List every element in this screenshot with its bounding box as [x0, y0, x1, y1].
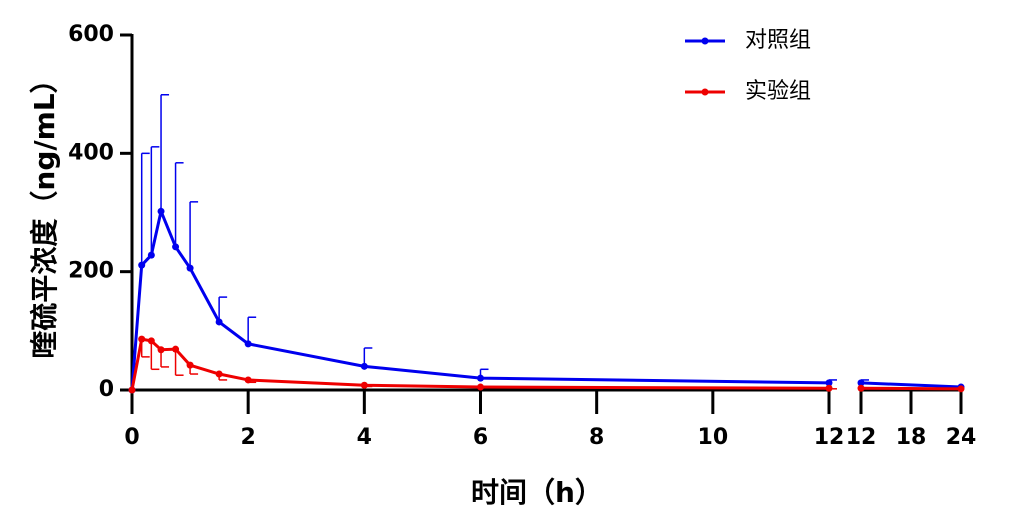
x-tick-label: 18 — [896, 425, 927, 450]
data-point — [215, 318, 223, 326]
x-tick-label: 8 — [589, 425, 604, 450]
y-tick-label: 600 — [68, 22, 114, 47]
error-bar — [140, 152, 150, 266]
x-axis-title: 时间（h） — [471, 476, 603, 509]
data-point — [477, 383, 484, 391]
y-tick-label: 0 — [99, 377, 114, 402]
data-point — [147, 337, 155, 345]
legend-label: 实验组 — [745, 79, 811, 104]
x-tick-label: 12 — [846, 425, 877, 450]
data-point — [186, 264, 194, 272]
x-tick-label: 2 — [241, 425, 256, 450]
error-bar — [189, 201, 199, 269]
data-point — [157, 346, 165, 354]
y-axis-title: 喹硫平浓度（ng/mL） — [28, 65, 61, 358]
error-bar — [247, 316, 257, 344]
data-point — [477, 374, 484, 382]
error-bar — [174, 349, 184, 376]
error-bar — [160, 94, 170, 212]
series-line — [860, 381, 962, 389]
data-point — [215, 370, 223, 378]
data-point — [957, 385, 965, 393]
data-point — [172, 243, 180, 251]
data-point — [157, 207, 165, 215]
y-tick-label: 200 — [68, 259, 114, 284]
data-point — [825, 379, 833, 387]
x-tick-label: 12 — [814, 425, 845, 450]
x-tick-label: 10 — [698, 425, 729, 450]
error-bar — [150, 146, 160, 256]
data-point — [128, 386, 136, 394]
data-point — [825, 384, 833, 392]
data-point — [147, 251, 155, 259]
x-tick-label: 0 — [124, 425, 139, 450]
x-tick-label: 4 — [357, 425, 372, 450]
data-point — [244, 340, 252, 348]
data-point — [186, 361, 194, 369]
data-point — [360, 381, 368, 389]
error-bar — [174, 162, 184, 247]
legend-marker — [701, 88, 709, 96]
data-point — [244, 376, 252, 384]
x-tick-label: 24 — [946, 425, 977, 450]
x-tick-label: 6 — [473, 425, 488, 450]
series-line — [130, 206, 830, 391]
legend-label: 对照组 — [745, 28, 811, 53]
data-point — [857, 379, 865, 387]
data-point — [172, 345, 180, 353]
legend-marker — [701, 37, 709, 45]
data-point — [360, 362, 368, 370]
y-tick-label: 400 — [68, 140, 114, 165]
data-point — [857, 384, 865, 392]
error-bar — [150, 340, 160, 371]
series-line — [860, 386, 962, 391]
data-point — [138, 335, 146, 343]
error-bar — [218, 296, 228, 322]
data-point — [138, 261, 146, 269]
